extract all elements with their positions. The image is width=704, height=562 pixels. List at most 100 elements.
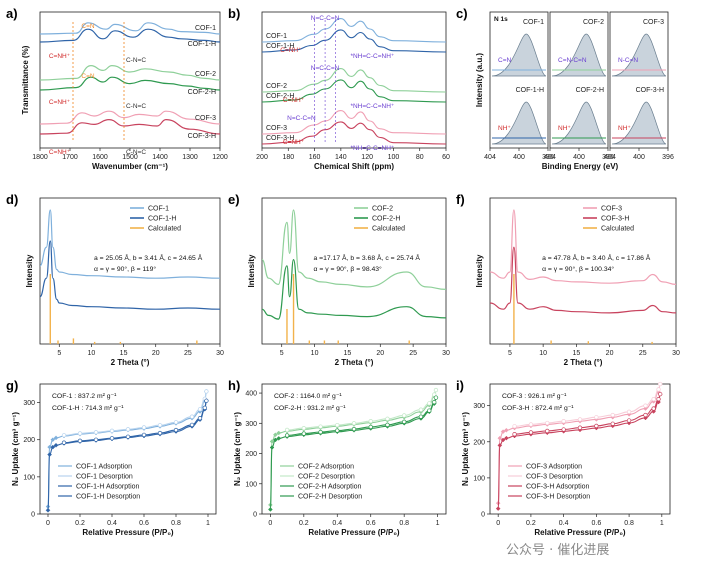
ftir-annotation: C-N=C bbox=[126, 149, 146, 156]
nmr-annotation: *NH=C-C=NH⁺ bbox=[350, 103, 394, 110]
panel-f-letter: f) bbox=[456, 192, 465, 207]
legend-label: Calculated bbox=[372, 226, 405, 233]
xps-sample-label: COF-1-H bbox=[516, 87, 544, 94]
panel-d-ylabel: Intensity bbox=[25, 254, 34, 287]
panel-g-xlabel: Relative Pressure (P/P₀) bbox=[82, 528, 174, 537]
xps-sample-label: COF-1 bbox=[523, 19, 544, 26]
isotherm-marker bbox=[77, 438, 83, 443]
isotherm-marker bbox=[269, 445, 275, 450]
xps-annotation: NH⁺ bbox=[498, 125, 511, 132]
isotherm-marker bbox=[273, 437, 278, 443]
legend-label: COF-2 Adsorption bbox=[298, 464, 354, 471]
legend-label: COF-2 Desorption bbox=[298, 474, 355, 481]
panel-c-xps: Intensity (a.u.)Binding Energy (eV)404 40… bbox=[475, 11, 674, 171]
isotherm-marker bbox=[594, 423, 599, 429]
nmr-annotation: *NH=C-C=NH⁺ bbox=[350, 53, 394, 60]
xps-xtick-label: 396 bbox=[602, 154, 614, 161]
panel-e-xtick-label: 20 bbox=[376, 350, 384, 357]
ftir-series-label: COF-1-H bbox=[188, 41, 216, 48]
isotherm-marker bbox=[202, 405, 207, 410]
panel-a-xtick-label: 1200 bbox=[212, 154, 228, 161]
isotherm-marker bbox=[402, 413, 407, 418]
xps-xtick-label: 404 bbox=[544, 154, 556, 161]
panel-c-xlabel: Binding Energy (eV) bbox=[542, 162, 619, 171]
isotherm-marker bbox=[284, 427, 290, 433]
bet-surface-area: COF-1 : 837.2 m² g⁻¹ bbox=[52, 393, 117, 400]
panel-e-xtick-label: 25 bbox=[409, 350, 417, 357]
isotherm-marker bbox=[500, 429, 506, 435]
isotherm-marker bbox=[512, 432, 517, 437]
panel-a-xtick-label: 1400 bbox=[152, 154, 168, 161]
isotherm-marker bbox=[197, 416, 203, 421]
xps-peak-fill bbox=[551, 101, 607, 145]
ftir-line-cof-3 bbox=[39, 110, 221, 125]
panel-i-ylabel: N₂ Uptake (cm³ g⁻¹) bbox=[461, 412, 470, 486]
isotherm-marker bbox=[61, 433, 67, 438]
panel-f-frame bbox=[489, 197, 677, 345]
panel-a-xlabel: Wavenumber (cm⁻¹) bbox=[92, 162, 168, 171]
isotherm-marker bbox=[125, 434, 131, 439]
xps-xtick-label: 396 bbox=[542, 154, 554, 161]
isotherm-marker bbox=[528, 430, 534, 435]
legend-label: COF-3 Adsorption bbox=[526, 464, 582, 471]
pxrd-line-cof-3 bbox=[489, 209, 677, 285]
isotherm-marker bbox=[610, 412, 615, 418]
nmr-annotation: N=C-C=N bbox=[311, 65, 340, 72]
ftir-annotation: C=NH⁺ bbox=[49, 149, 71, 156]
panel-h-xtick-label: 0.4 bbox=[332, 520, 342, 527]
ftir-series-label: COF-1 bbox=[195, 25, 216, 32]
panel-f-xlabel: 2 Theta (°) bbox=[564, 358, 603, 367]
bet-surface-area: COF-3 : 926.1 m² g⁻¹ bbox=[502, 393, 567, 400]
pxrd-line-cof-2-h bbox=[261, 258, 447, 320]
panel-g-letter: g) bbox=[6, 378, 18, 393]
legend-label: COF-1 bbox=[148, 206, 169, 213]
isotherm-marker bbox=[50, 437, 56, 443]
isotherm-marker bbox=[141, 432, 147, 438]
isotherm-marker bbox=[594, 415, 599, 420]
xps-annotation: C=N-C=N bbox=[558, 57, 587, 64]
legend-label: COF-3-H bbox=[601, 216, 629, 223]
isotherm-marker bbox=[561, 419, 566, 424]
isotherm-marker bbox=[385, 422, 390, 427]
isotherm-marker bbox=[173, 420, 179, 425]
panel-b-xtick-label: 140 bbox=[335, 154, 347, 161]
panel-g-xtick-label: 1 bbox=[206, 520, 210, 527]
panel-i-xlabel: Relative Pressure (P/P₀) bbox=[534, 528, 626, 537]
isotherm-marker bbox=[53, 435, 59, 441]
isotherm-marker bbox=[335, 428, 340, 433]
isotherm-marker bbox=[577, 417, 583, 422]
bet-surface-area: COF-1-H : 714.3 m² g⁻¹ bbox=[52, 405, 124, 412]
panel-h-isotherm: 0 0.2 0.4 0.6 0.8 1 Relative Pressure (P/P₀) N₂… bbox=[233, 383, 447, 537]
legend-label: COF-1-H Desorption bbox=[76, 494, 140, 501]
panel-d-letter: d) bbox=[6, 192, 18, 207]
isotherm-marker bbox=[109, 428, 115, 433]
panel-h-ytick-label: 0 bbox=[253, 512, 257, 519]
panel-b-frame bbox=[261, 11, 447, 149]
panel-f-xtick-label: 5 bbox=[508, 350, 512, 357]
panel-e-xtick-label: 10 bbox=[311, 350, 319, 357]
panel-h-xtick-label: 1 bbox=[436, 520, 440, 527]
xps-sample-label: COF-2 bbox=[583, 19, 604, 26]
isotherm-marker bbox=[157, 430, 163, 436]
lattice-parameters: α = γ = 90°, β = 100.34° bbox=[542, 265, 614, 273]
panel-a-xtick-label: 1700 bbox=[62, 154, 78, 161]
legend-label: COF-3 bbox=[601, 206, 622, 213]
isotherm-marker bbox=[545, 420, 550, 426]
panel-b-xtick-label: 100 bbox=[388, 154, 400, 161]
isotherm-marker bbox=[497, 435, 503, 441]
isotherm-marker bbox=[197, 407, 203, 412]
panel-i-isotherm: 0 0.2 0.4 0.6 0.8 1 Relative Pressure (P/P₀) N₂… bbox=[461, 381, 671, 537]
nmr-series-label: COF-3-H bbox=[266, 135, 294, 142]
panel-i-ytick-label: 200 bbox=[473, 439, 485, 446]
pxrd-line-cof-2 bbox=[261, 209, 447, 290]
panel-b-nmr: 200 180 160 140 120 100 80 60 Chemical Shift (pp… bbox=[256, 11, 450, 171]
panel-g-xtick-label: 0.2 bbox=[75, 520, 85, 527]
panel-f-xtick-label: 20 bbox=[606, 350, 614, 357]
panel-d-xtick-label: 10 bbox=[88, 350, 96, 357]
nmr-annotation: *NH=C-C=NH⁺ bbox=[350, 145, 394, 152]
isotherm-marker bbox=[656, 387, 661, 392]
isotherm-marker bbox=[504, 435, 509, 441]
panel-i-xtick-label: 0.6 bbox=[591, 520, 601, 527]
isotherm-marker bbox=[368, 424, 373, 430]
xps-xtick-label: 400 bbox=[513, 154, 525, 161]
